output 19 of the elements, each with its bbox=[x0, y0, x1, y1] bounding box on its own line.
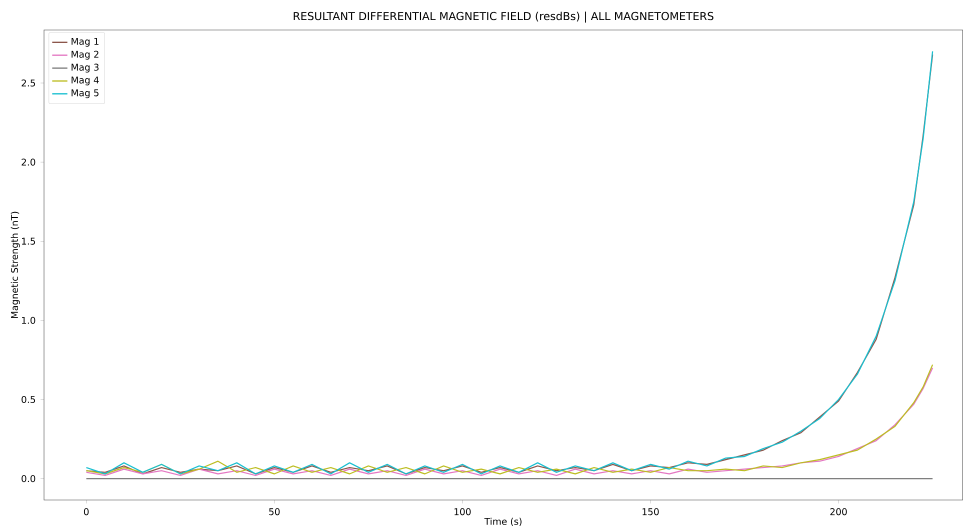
y-tick-label: 2.0 bbox=[22, 158, 36, 166]
x-tick-label: 50 bbox=[269, 508, 280, 516]
x-tick-label: 150 bbox=[642, 508, 659, 516]
y-tick-label: 1.0 bbox=[22, 316, 36, 324]
x-tick-label: 200 bbox=[830, 508, 847, 516]
y-tick-label: 1.5 bbox=[22, 238, 36, 245]
y-tick-label: 0.0 bbox=[22, 475, 36, 482]
y-tick-label: 2.5 bbox=[22, 79, 36, 87]
x-tick-label: 100 bbox=[454, 508, 471, 516]
legend-label: Mag 1 bbox=[72, 38, 98, 47]
x-axis-title: Time (s) bbox=[484, 518, 522, 526]
y-tick-label: 0.5 bbox=[22, 396, 36, 404]
x-tick-label: 0 bbox=[84, 508, 89, 516]
chart-title: RESULTANT DIFFERENTIAL MAGNETIC FIELD (resdBs) | ALL MAGNETOMETERS bbox=[294, 12, 714, 23]
y-axis-title: Magnetic Strength (nT) bbox=[10, 212, 20, 318]
legend-label: Mag 2 bbox=[72, 50, 98, 60]
legend-label: Mag 4 bbox=[72, 76, 99, 86]
legend-label: Mag 5 bbox=[72, 89, 98, 98]
legend-label: Mag 3 bbox=[72, 64, 99, 73]
